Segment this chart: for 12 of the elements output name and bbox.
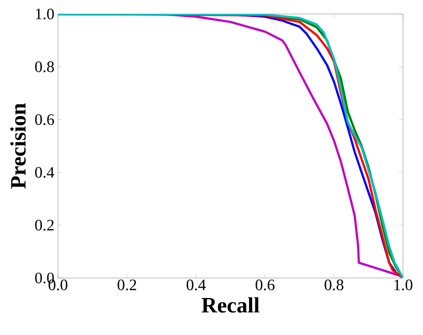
y-tick-label: 0.4 xyxy=(35,166,54,178)
x-tick-label: 0.8 xyxy=(324,280,344,290)
x-tick-label: 1.0 xyxy=(394,280,412,290)
x-tick-label: 0.4 xyxy=(186,280,206,290)
y-tick-label: 1.0 xyxy=(36,8,54,20)
y-axis-title: Precision xyxy=(10,103,26,189)
y-tick-label: 0.6 xyxy=(35,114,54,126)
y-tick-label: 0.2 xyxy=(35,220,54,231)
x-tick-label: 0.2 xyxy=(118,280,136,290)
y-tick-label: 0.8 xyxy=(35,61,54,72)
x-tick-label: 0.6 xyxy=(256,280,274,290)
x-axis-title: Recall xyxy=(202,297,260,313)
